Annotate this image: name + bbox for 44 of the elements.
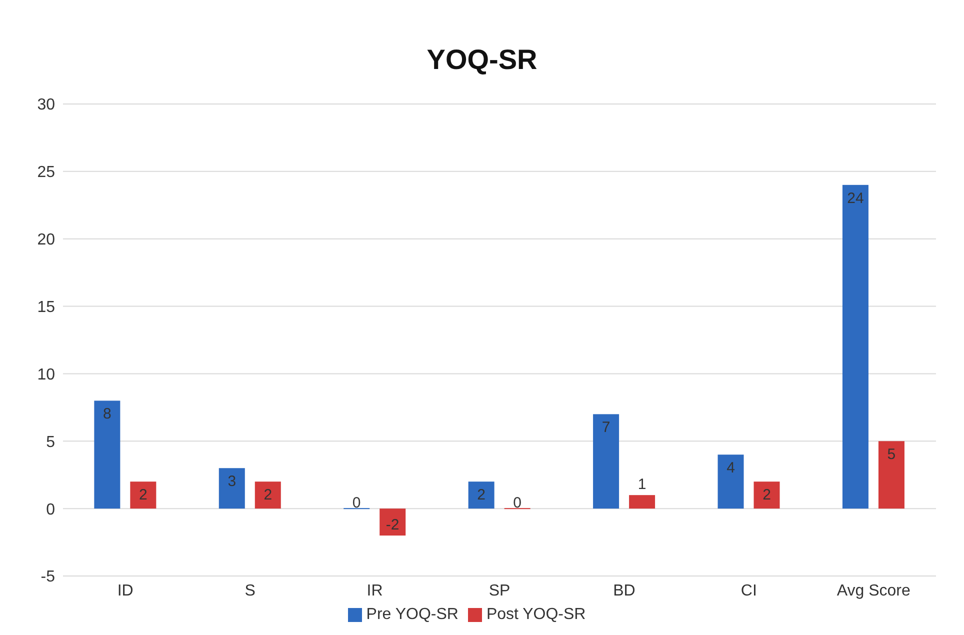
legend-label: Pre YOQ-SR [366,606,458,623]
bar [468,482,494,509]
data-label: 4 [726,460,735,477]
data-label: 2 [139,486,148,504]
bar [629,495,656,509]
x-tick-label: CI [740,582,757,600]
x-tick-label: ID [117,582,134,600]
y-tick-label: 10 [37,366,56,384]
x-tick-label: IR [366,582,383,600]
bar [754,482,780,509]
data-label: 8 [103,406,112,423]
bar [218,468,245,509]
bar [254,482,281,509]
data-label: 5 [887,446,896,464]
x-tick-label: S [244,582,256,600]
y-tick-label: 5 [46,434,56,451]
y-tick-label: 30 [37,96,56,114]
legend-label: Post YOQ-SR [486,606,586,623]
data-label: 24 [847,190,864,207]
y-tick-label: -5 [40,568,56,586]
y-tick-label: 20 [37,232,56,249]
data-label: -2 [386,516,400,534]
data-label: 1 [638,476,646,494]
x-tick-label: Avg Score [836,582,910,600]
data-label: 2 [264,486,272,504]
bar [130,482,156,509]
x-tick-label: SP [488,582,510,600]
data-label: 2 [477,486,486,504]
data-label: 0 [352,494,361,512]
chart-title: YOQ-SR [426,43,538,77]
bar [94,400,120,509]
data-label: 2 [762,486,771,504]
bar [842,184,868,509]
y-tick-label: 25 [37,164,56,182]
y-tick-label: 15 [37,298,56,316]
bar [380,508,406,536]
y-tick-label: 0 [46,501,56,518]
data-label: 7 [602,419,610,436]
bar [593,414,620,509]
x-tick-label: BD [613,582,636,600]
bar [718,454,744,509]
data-label: 0 [513,494,522,512]
bar [878,441,904,509]
data-label: 3 [228,473,236,490]
